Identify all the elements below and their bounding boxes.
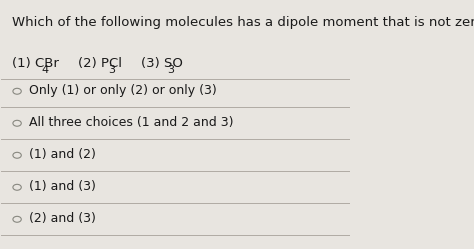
Text: 3: 3 <box>167 65 174 75</box>
Text: (2) and (3): (2) and (3) <box>29 212 96 225</box>
Text: Which of the following molecules has a dipole moment that is not zero?: Which of the following molecules has a d… <box>12 16 474 29</box>
Text: 3: 3 <box>108 65 115 75</box>
Text: All three choices (1 and 2 and 3): All three choices (1 and 2 and 3) <box>29 116 234 128</box>
Text: 4: 4 <box>42 65 49 75</box>
Text: (1) and (3): (1) and (3) <box>29 180 96 192</box>
Text: (3) SO: (3) SO <box>141 57 183 70</box>
Text: Only (1) or only (2) or only (3): Only (1) or only (2) or only (3) <box>29 83 217 97</box>
Text: (1) CBr: (1) CBr <box>12 57 59 70</box>
Text: (1) and (2): (1) and (2) <box>29 148 96 161</box>
Text: (2) PCl: (2) PCl <box>78 57 122 70</box>
